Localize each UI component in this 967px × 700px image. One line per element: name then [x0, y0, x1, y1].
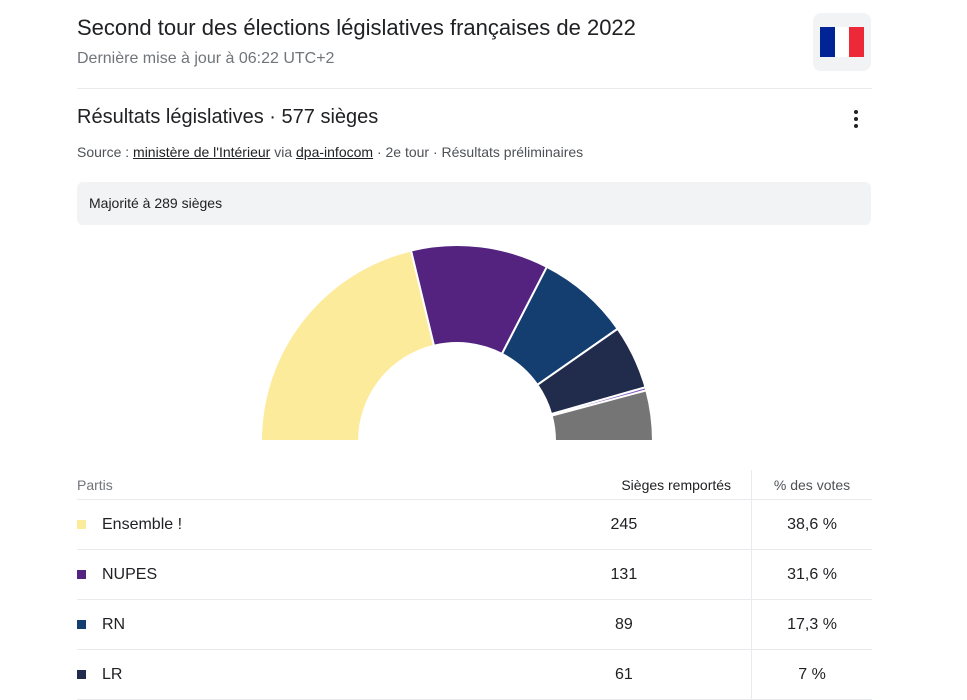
- more-vert-icon[interactable]: [846, 108, 866, 130]
- results-title: Résultats législatives · 577 sièges: [77, 106, 379, 128]
- party-name: RN: [102, 615, 126, 633]
- header-votes: % des votes: [751, 470, 872, 500]
- table-row[interactable]: RN 89 17,3 %: [77, 599, 872, 650]
- source-link-ministry[interactable]: ministère de l'Intérieur: [133, 144, 271, 160]
- flag-stripe-blue: [820, 27, 835, 57]
- votes-cell: 7 %: [751, 649, 872, 700]
- table-header-row: Partis Sièges remportés % des votes: [77, 470, 872, 500]
- flag-stripe-red: [849, 27, 865, 57]
- hemicycle-chart: [259, 244, 655, 442]
- party-cell: NUPES: [77, 549, 497, 600]
- table-row[interactable]: LR 61 7 %: [77, 649, 872, 700]
- seats-cell: 131: [496, 549, 752, 600]
- header-divider: [77, 88, 872, 89]
- majority-banner: Majorité à 289 sièges: [77, 182, 871, 225]
- table-row[interactable]: NUPES 131 31,6 %: [77, 549, 872, 600]
- source-line: Source : ministère de l'Intérieur via dp…: [77, 144, 583, 160]
- flag-stripe-white: [834, 27, 850, 57]
- party-color-swatch: [77, 619, 86, 629]
- flag-stripes: [820, 27, 865, 57]
- party-color-swatch: [77, 569, 86, 579]
- party-color-swatch: [77, 669, 86, 679]
- votes-cell: 17,3 %: [751, 599, 872, 650]
- party-name: NUPES: [102, 565, 158, 583]
- seats-cell: 89: [496, 599, 752, 650]
- results-table: Partis Sièges remportés % des votes Ense…: [77, 470, 872, 700]
- party-cell: Ensemble !: [77, 499, 497, 550]
- party-name: LR: [102, 665, 123, 683]
- source-suffix: · 2e tour · Résultats préliminaires: [373, 144, 584, 160]
- seats-cell: 245: [496, 499, 752, 550]
- page-title: Second tour des élections législatives f…: [77, 15, 636, 40]
- hemicycle-segment-5[interactable]: [550, 389, 655, 442]
- source-prefix: Source :: [77, 144, 134, 160]
- table-row[interactable]: Ensemble ! 245 38,6 %: [77, 499, 872, 550]
- votes-cell: 38,6 %: [751, 499, 872, 550]
- votes-cell: 31,6 %: [751, 549, 872, 600]
- hemicycle-segment-0[interactable]: [259, 249, 436, 442]
- header-seats: Sièges remportés: [496, 470, 752, 500]
- last-updated-text: Dernière mise à jour à 06:22 UTC+2: [77, 50, 335, 67]
- france-flag-icon: [813, 13, 871, 71]
- page-header: Second tour des élections législatives f…: [77, 14, 872, 88]
- party-name: Ensemble !: [102, 515, 183, 533]
- seats-cell: 61: [496, 649, 752, 700]
- party-color-swatch: [77, 519, 86, 529]
- source-link-dpa[interactable]: dpa-infocom: [296, 144, 374, 160]
- party-cell: LR: [77, 649, 497, 700]
- header-party: Partis: [77, 470, 497, 500]
- source-via: via: [270, 144, 297, 160]
- party-cell: RN: [77, 599, 497, 650]
